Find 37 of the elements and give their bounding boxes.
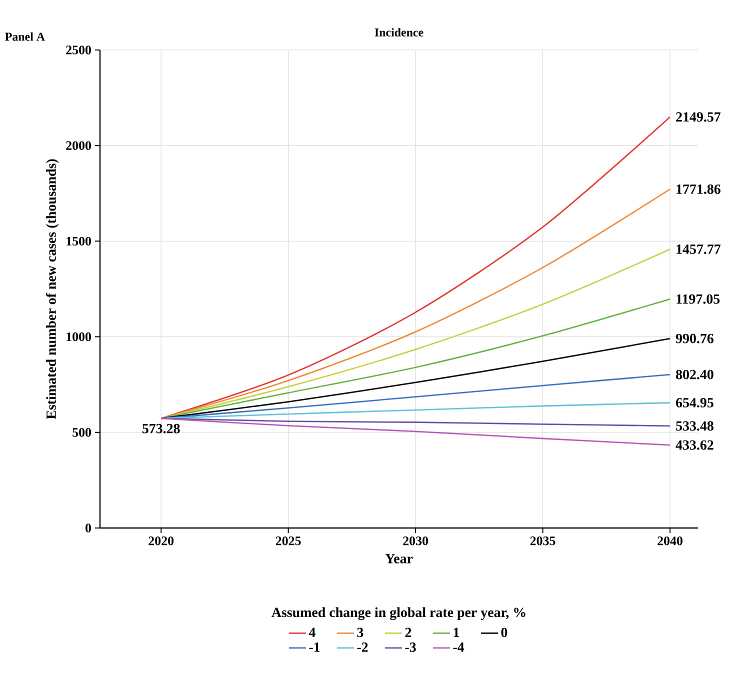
data-label: 1771.86: [676, 184, 720, 194]
data-label: 1457.77: [676, 244, 721, 254]
x-tick-label: 2030: [403, 536, 428, 546]
legend-label: -3: [405, 642, 416, 652]
chart-title: Incidence: [374, 28, 424, 36]
y-tick-label: 1500: [66, 236, 91, 246]
x-tick-label: 2020: [148, 536, 174, 546]
data-label: 533.48: [676, 421, 714, 431]
y-axis-title: Estimated number of new cases (thousands): [46, 159, 59, 420]
legend-label: 1: [454, 628, 459, 638]
y-tick-label: 2500: [66, 46, 91, 54]
x-tick-label: 2035: [530, 536, 556, 546]
data-label: 433.62: [676, 440, 714, 450]
text: Panel A: [5, 32, 45, 41]
legend-label: -2: [357, 642, 368, 652]
line-series: [160, 298, 671, 420]
data-label: 2149.57: [676, 112, 721, 122]
data-label: 573.28: [142, 424, 180, 434]
legend-label: 3: [357, 628, 364, 638]
x-axis-title: Year: [385, 554, 413, 564]
y-tick-label: 1000: [66, 332, 91, 342]
legend-label: 0: [501, 628, 508, 638]
data-label: 802.40: [676, 370, 714, 380]
x-tick-label: 2040: [658, 536, 682, 546]
data-label: 654.95: [676, 398, 714, 408]
legend-label: -1: [309, 642, 320, 652]
legend-label: 2: [405, 628, 412, 638]
y-tick-label: 2000: [66, 141, 91, 150]
line-series: [160, 188, 671, 420]
legend-label: 4: [308, 628, 316, 637]
y-tick-label: 0: [86, 524, 91, 532]
legend-label: -4: [453, 642, 464, 652]
data-label: 1197.05: [676, 294, 720, 304]
x-tick-label: 2025: [276, 536, 301, 546]
legend-title: Assumed change in global rate per year, %: [272, 607, 526, 620]
data-label: 990.76: [676, 334, 714, 344]
y-tick-label: 500: [72, 428, 91, 437]
